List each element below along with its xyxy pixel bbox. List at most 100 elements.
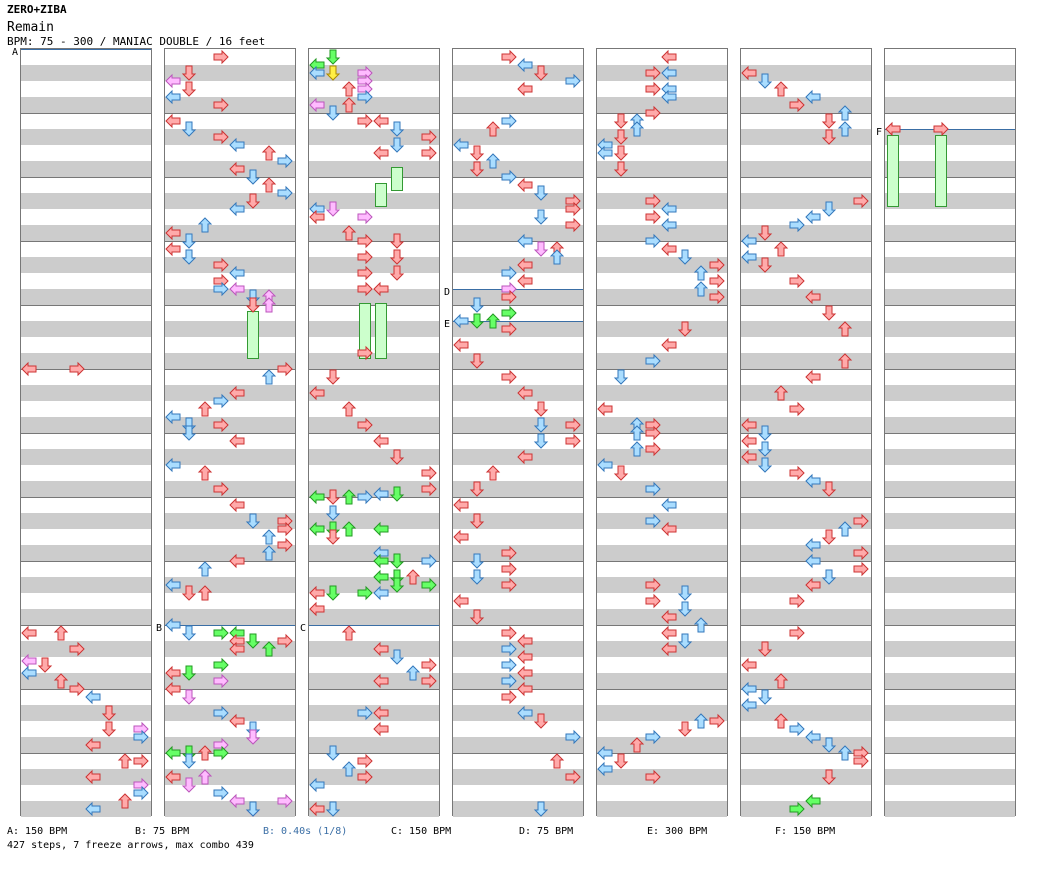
arrow-down-icon [533, 185, 549, 201]
arrow-right-icon [213, 257, 229, 273]
arrow-up-icon [197, 465, 213, 481]
arrow-left-icon [805, 537, 821, 553]
arrow-left-icon [741, 697, 757, 713]
arrow-left-icon [517, 273, 533, 289]
arrow-left-icon [165, 113, 181, 129]
beat-stripe [885, 225, 1015, 241]
arrow-right-icon [357, 209, 373, 225]
arrow-down-icon [325, 49, 341, 65]
bpm-change-line [309, 625, 439, 626]
measure-line [21, 753, 151, 754]
arrow-right-icon [421, 481, 437, 497]
arrow-down-icon [613, 753, 629, 769]
arrow-right-icon [213, 625, 229, 641]
measure-line [165, 753, 295, 754]
arrow-down-icon [533, 401, 549, 417]
beat-stripe [741, 193, 871, 209]
arrow-up-icon [341, 521, 357, 537]
beat-stripe [309, 65, 439, 81]
arrow-left-icon [165, 665, 181, 681]
arrow-up-icon [341, 97, 357, 113]
beat-stripe [741, 257, 871, 273]
measure-line [21, 625, 151, 626]
measure-line [885, 625, 1015, 626]
arrow-right-icon [277, 361, 293, 377]
arrow-down-icon [181, 585, 197, 601]
arrow-down-icon [325, 505, 341, 521]
beat-stripe [309, 769, 439, 785]
arrow-down-icon [469, 313, 485, 329]
arrow-right-icon [277, 633, 293, 649]
arrow-up-icon [693, 281, 709, 297]
beat-stripe [309, 417, 439, 433]
measure-line [309, 305, 439, 306]
measure-line [309, 113, 439, 114]
arrow-up-icon [837, 105, 853, 121]
arrow-down-icon [181, 689, 197, 705]
arrow-down-icon [37, 657, 53, 673]
arrow-right-icon [565, 417, 581, 433]
arrow-left-icon [373, 521, 389, 537]
arrow-up-icon [629, 441, 645, 457]
arrow-right-icon [213, 129, 229, 145]
arrow-left-icon [661, 337, 677, 353]
arrow-left-icon [229, 385, 245, 401]
arrow-up-icon [773, 673, 789, 689]
arrow-left-icon [805, 729, 821, 745]
legend-b-bpm: B: 75 BPM [135, 826, 190, 837]
beat-stripe [885, 705, 1015, 721]
beat-stripe [309, 513, 439, 529]
arrow-up-icon [629, 121, 645, 137]
beat-stripe [597, 737, 727, 753]
arrow-down-icon [757, 689, 773, 705]
arrow-down-icon [389, 486, 405, 503]
measure-line [165, 177, 295, 178]
beat-stripe [165, 705, 295, 721]
arrow-down-icon [821, 769, 837, 785]
beat-stripe [597, 257, 727, 273]
beat-stripe [165, 801, 295, 817]
beat-stripe [309, 609, 439, 625]
arrow-left-icon [805, 289, 821, 305]
arrow-up-icon [261, 529, 277, 545]
arrow-right-icon [709, 273, 725, 289]
beat-stripe [597, 129, 727, 145]
arrow-right-icon [213, 393, 229, 409]
arrow-right-icon [853, 545, 869, 561]
arrow-left-icon [85, 737, 101, 753]
arrow-left-icon [517, 705, 533, 721]
arrow-down-icon [325, 529, 341, 545]
arrow-left-icon [373, 585, 389, 601]
measure-line [21, 689, 151, 690]
arrow-right-icon [69, 681, 85, 697]
arrow-left-icon [229, 137, 245, 153]
arrow-up-icon [197, 585, 213, 601]
arrow-right-icon [421, 673, 437, 689]
beat-stripe [309, 321, 439, 337]
arrow-right-icon [213, 745, 229, 761]
chart-info: BPM: 75 - 300 / MANIAC DOUBLE / 16 feet [7, 35, 266, 48]
arrow-down-icon [245, 729, 261, 745]
arrow-down-icon [181, 233, 197, 249]
arrow-left-icon [453, 497, 469, 513]
arrow-down-icon [325, 489, 341, 505]
arrow-right-icon [565, 201, 581, 217]
arrow-down-icon [181, 65, 197, 81]
beat-stripe [597, 353, 727, 369]
freeze-arrow [391, 167, 403, 191]
beat-stripe [165, 417, 295, 433]
arrow-up-icon [693, 617, 709, 633]
arrow-right-icon [501, 49, 517, 65]
measure-line [165, 369, 295, 370]
measure-line [309, 241, 439, 242]
arrow-left-icon [85, 689, 101, 705]
arrow-left-icon [661, 217, 677, 233]
arrow-left-icon [453, 313, 469, 329]
measure-line [885, 497, 1015, 498]
arrow-down-icon [469, 481, 485, 497]
arrow-left-icon [373, 281, 389, 297]
arrow-right-icon [213, 657, 229, 673]
measure-line [309, 433, 439, 434]
beat-stripe [597, 513, 727, 529]
beat-stripe [21, 321, 151, 337]
